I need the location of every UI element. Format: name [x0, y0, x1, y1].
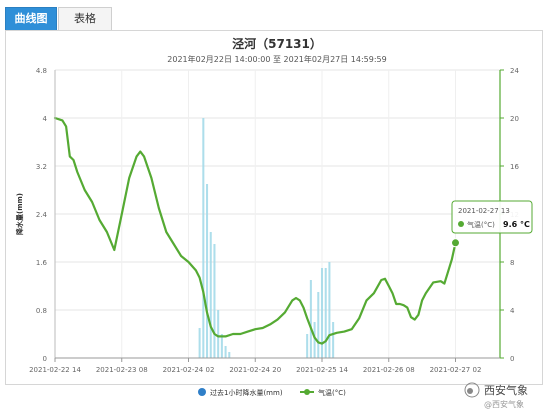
- x-tick-label: 2021-02-24 02: [163, 366, 215, 374]
- x-tick-label: 2021-02-24 20: [229, 366, 281, 374]
- rain-bar: [309, 280, 312, 358]
- y-left-tick-label: 4: [43, 115, 48, 123]
- y-right-tick-label: 16: [510, 163, 519, 171]
- rain-bar: [320, 268, 324, 358]
- rain-bar: [206, 184, 209, 358]
- temperature-line-group: [53, 116, 460, 345]
- y-right-tick-label: 0: [510, 355, 514, 363]
- rain-bar: [224, 346, 227, 358]
- rain-bar: [217, 310, 220, 358]
- axes: 00.81.62.43.244.8048121620242021-02-22 1…: [29, 67, 519, 374]
- y-left-tick-label: 2.4: [36, 211, 48, 219]
- temperature-line: [53, 116, 457, 345]
- rain-bar: [317, 292, 320, 358]
- tooltip-time: 2021-02-27 13: [458, 207, 510, 215]
- tooltip-series-name: 气温(°C): [467, 220, 495, 229]
- tooltip-value: 9.6 °C: [503, 220, 530, 229]
- x-tick-label: 2021-02-27 02: [430, 366, 482, 374]
- y-right-tick-label: 4: [510, 307, 515, 315]
- legend-rain-label: 过去1小时降水量(mm): [210, 388, 283, 397]
- weibo-logo-dot: [467, 388, 473, 394]
- x-tick-label: 2021-02-23 08: [96, 366, 148, 374]
- chart-panel: [5, 30, 543, 385]
- chart-subtitle: 2021年02月22日 14:00:00 至 2021年02月27日 14:59…: [167, 54, 386, 64]
- y-left-tick-label: 0.8: [36, 307, 47, 315]
- tooltip: 2021-02-27 13 气温(°C) 9.6 °C: [451, 200, 533, 234]
- watermark-sub: @西安气象: [484, 399, 524, 409]
- watermark: 西安气象 @西安气象: [464, 382, 528, 409]
- legend-rain-dot: [198, 388, 206, 396]
- tooltip-box: [451, 200, 533, 234]
- y-axis-left-label: 降水量(mm): [15, 193, 24, 235]
- x-tick-label: 2021-02-25 14: [296, 366, 348, 374]
- rain-bar: [220, 334, 223, 358]
- tab-curve-chart[interactable]: 曲线图: [5, 7, 57, 31]
- watermark-title: 西安气象: [484, 383, 528, 397]
- tooltip-series-dot: [458, 221, 464, 227]
- y-left-tick-label: 1.6: [36, 259, 48, 267]
- x-tick-label: 2021-02-26 08: [363, 366, 415, 374]
- rain-bar: [324, 268, 327, 358]
- x-tick-label: 2021-02-22 14: [29, 366, 81, 374]
- rain-bar: [213, 244, 216, 358]
- rain-bar: [209, 232, 212, 358]
- legend-item-temperature[interactable]: 气温(°C): [300, 388, 346, 397]
- rain-bar: [228, 352, 231, 358]
- y-left-tick-label: 3.2: [36, 163, 47, 171]
- rain-bar: [328, 262, 331, 358]
- legend: 过去1小时降水量(mm) 气温(°C): [198, 388, 346, 397]
- rain-bars: [198, 118, 335, 358]
- legend-item-rain[interactable]: 过去1小时降水量(mm): [198, 388, 283, 397]
- rain-bar: [306, 334, 309, 358]
- temperature-highlight-point: [451, 238, 460, 248]
- y-right-tick-label: 20: [510, 115, 519, 123]
- y-right-tick-label: 8: [510, 259, 514, 267]
- tab-bar: 曲线图 表格: [0, 0, 550, 31]
- chart-title: 泾河（57131）: [232, 36, 322, 51]
- rain-bar: [332, 322, 335, 358]
- y-left-tick-label: 4.8: [36, 67, 47, 75]
- y-left-tick-label: 0: [43, 355, 47, 363]
- y-right-tick-label: 24: [510, 67, 519, 75]
- tab-table[interactable]: 表格: [58, 7, 112, 30]
- rain-bar: [202, 118, 205, 358]
- weibo-logo-icon: [464, 382, 480, 398]
- rain-bar: [198, 328, 201, 358]
- rain-bar: [313, 322, 316, 358]
- legend-temperature-label: 气温(°C): [318, 388, 346, 397]
- legend-temperature-dot: [304, 389, 310, 395]
